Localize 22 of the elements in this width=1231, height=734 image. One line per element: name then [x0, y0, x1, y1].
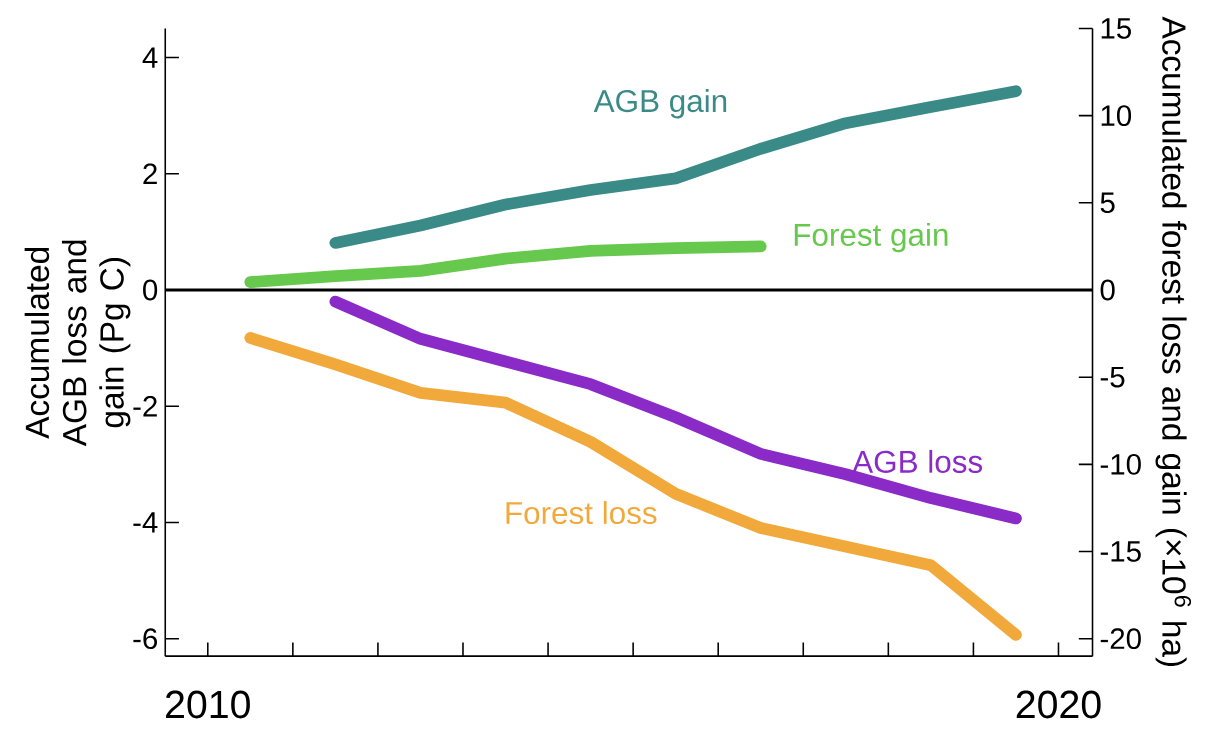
y2-tick-label: -15 — [1100, 541, 1141, 562]
y-tick-label: 4 — [142, 47, 158, 68]
x-tick-label: 2010 — [166, 690, 250, 719]
series-label: Forest loss — [506, 501, 657, 525]
y2-axis-title: Accumulated forest loss and gain (×10$^{6}$ ha) — [1155, 16, 1192, 667]
series-label: AGB gain — [593, 89, 727, 119]
y2-tick-label: 5 — [1100, 192, 1115, 214]
y2-tick-label: 15 — [1101, 18, 1131, 39]
series-label: Forest gain — [794, 223, 948, 253]
y-tick-label: -2 — [133, 396, 157, 417]
x-tick-label: 2020 — [1016, 690, 1101, 719]
y2-tick-label: 0 — [1100, 279, 1115, 301]
y-tick-label: 2 — [143, 163, 157, 185]
y-tick-label: -6 — [133, 628, 158, 650]
y2-tick-label: -10 — [1100, 454, 1141, 475]
y2-tick-label: -20 — [1100, 628, 1141, 650]
y-tick-label: -4 — [133, 512, 158, 533]
y2-tick-label: 10 — [1101, 105, 1132, 127]
series-label: AGB loss — [852, 450, 983, 474]
y-axis-title: Accumulated AGB loss and gain (Pg C) — [24, 240, 131, 447]
y-tick-label: 0 — [143, 279, 158, 301]
y2-tick-label: -5 — [1100, 367, 1125, 388]
